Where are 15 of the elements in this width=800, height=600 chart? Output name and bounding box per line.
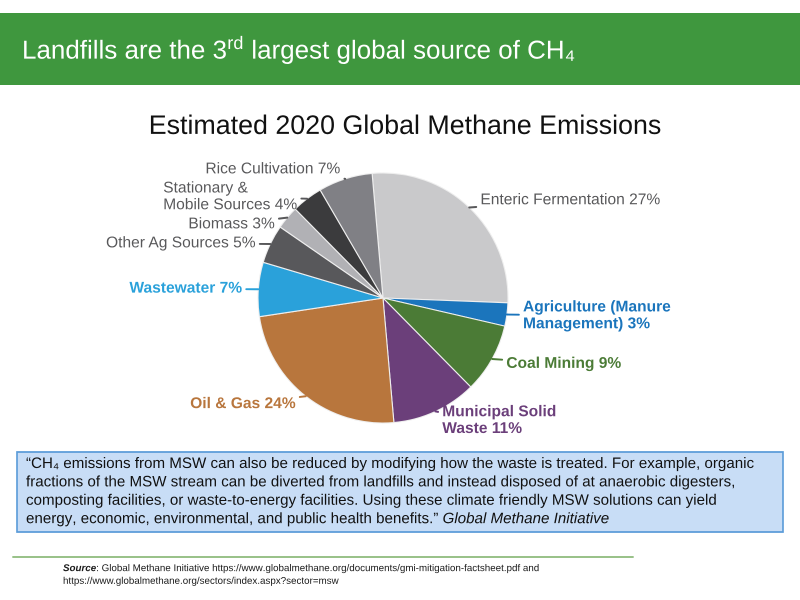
slice-label: Other Ag Sources 5%: [106, 236, 256, 251]
chart-title: Landfills are the 3$^{rd}$ largest global source of CH₄: [24, 36, 574, 64]
text: https://www.globalmethane.org/sectors/index.aspx?sector=msw: [64, 576, 339, 586]
slice-label: Rice Cultivation 7%: [206, 162, 340, 174]
slice-label: Enteric Fermentation 27%: [482, 192, 660, 204]
slice-label: Oil & Gas 24%: [190, 396, 296, 408]
slice-label: Biomass 3%: [190, 217, 274, 228]
text: “CH₄ emissions from MSW can also be reduced by modifying how the waste is treated. For example, organic fractions of the MSW stream can be diverted from landfills and instead disposed of at anaerobic digesters, composting facilities, or waste-to-energy facilities. Using these climate friendly MSW solutions can yield energy, economic, environmental, and public health benefits.” Global Methane Initiative: [26, 457, 754, 526]
chart-subtitle: Estimated 2020 Global Methane Emissions: [150, 114, 660, 134]
slice-label: Municipal Solid Waste 11%: [442, 404, 556, 434]
slice-label: Wastewater 7%: [129, 282, 242, 293]
text: Source: Global Methane Initiative https://www.globalmethane.org/documents/gmi-mitigation-factsheet.pdf and: [63, 564, 539, 574]
slice-label: Stationary & Mobile Sources 4%: [164, 181, 297, 210]
slice-label: Agriculture (Manure Management) 3%: [523, 300, 670, 332]
slice-label: Coal Mining 9%: [506, 356, 621, 372]
